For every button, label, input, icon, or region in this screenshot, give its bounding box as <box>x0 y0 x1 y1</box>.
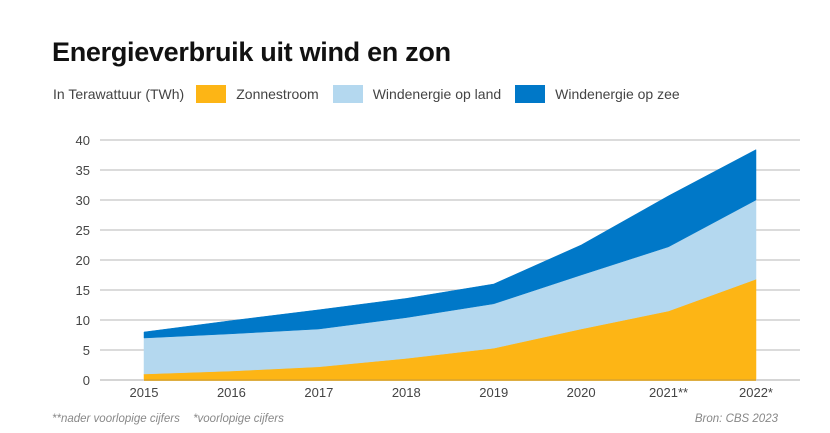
legend-item-zonnestroom: Zonnestroom <box>196 85 319 103</box>
y-tick-label-0: 0 <box>83 373 90 388</box>
y-tick-label-25: 25 <box>76 223 90 238</box>
y-tick-label-20: 20 <box>76 253 90 268</box>
legend-item-wind-land: Windenergie op land <box>332 85 502 103</box>
y-tick-label-30: 30 <box>76 193 90 208</box>
area-windenergie-op-zee <box>143 149 757 339</box>
x-tick-label-5: 2020 <box>567 385 596 400</box>
source-label: Bron: CBS 2023 <box>694 413 778 425</box>
y-tick-label-15: 15 <box>76 283 90 298</box>
chart-title: Energieverbruik uit wind en zon <box>52 37 451 67</box>
legend: In Terawattuur (TWh) Zonnestroom Windene… <box>53 84 694 104</box>
y-tick-label-5: 5 <box>83 343 90 358</box>
x-tick-label-7: 2022* <box>739 385 773 400</box>
legend-label-wind-zee: Windenergie op zee <box>555 86 680 102</box>
x-tick-label-6: 2021** <box>649 385 688 400</box>
legend-swatch-wind-zee <box>515 85 546 103</box>
y-tick-label-40: 40 <box>76 133 90 148</box>
footnotes: **nader voorlopige cijfers *voorlopige c… <box>52 413 284 425</box>
unit-label: In Terawattuur (TWh) <box>53 86 185 102</box>
legend-swatch-wind-land <box>332 85 363 103</box>
footnote-voorlopig: *voorlopige cijfers <box>193 413 284 425</box>
x-tick-label-0: 2015 <box>130 385 159 400</box>
legend-item-wind-zee: Windenergie op zee <box>515 85 680 103</box>
footnote-nader-voorlopig: **nader voorlopige cijfers <box>52 413 180 425</box>
legend-label-zonnestroom: Zonnestroom <box>236 86 319 102</box>
x-tick-label-3: 2018 <box>392 385 421 400</box>
y-tick-label-35: 35 <box>76 163 90 178</box>
x-tick-label-4: 2019 <box>479 385 508 400</box>
y-tick-label-10: 10 <box>76 313 90 328</box>
legend-label-wind-land: Windenergie op land <box>372 86 502 102</box>
x-tick-label-1: 2016 <box>217 385 246 400</box>
x-tick-label-2: 2017 <box>304 385 333 400</box>
legend-swatch-zonnestroom <box>196 85 227 103</box>
